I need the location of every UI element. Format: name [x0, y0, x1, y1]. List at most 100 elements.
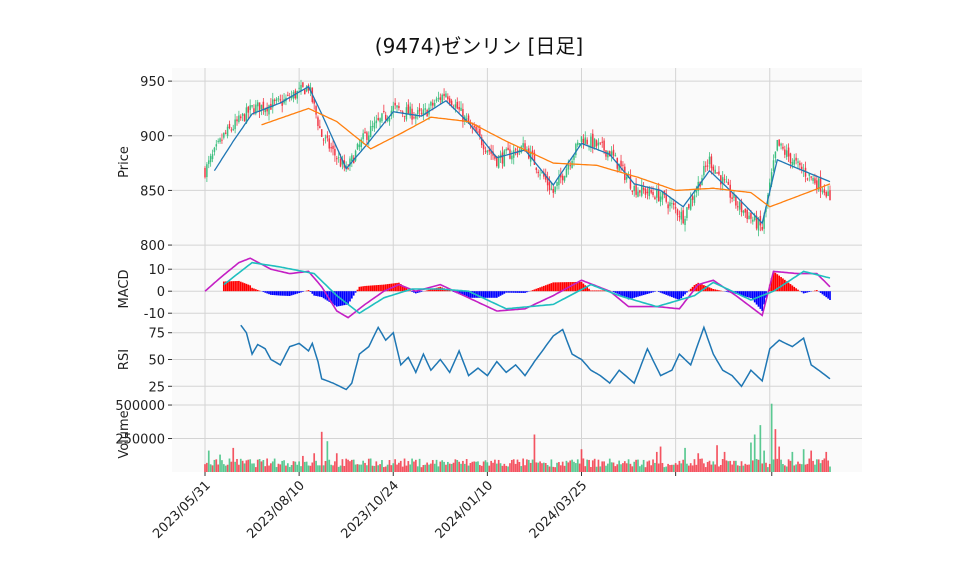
- macd-histogram-bar: [298, 291, 300, 294]
- volume-bar: [224, 465, 227, 472]
- candle-body: [810, 176, 812, 178]
- volume-bar: [776, 458, 779, 472]
- candle-body: [735, 195, 737, 206]
- candle-body: [725, 181, 728, 183]
- volume-bar: [322, 465, 325, 472]
- candle-body: [507, 147, 509, 151]
- volume-bar: [687, 465, 690, 472]
- volume-bar: [665, 466, 668, 472]
- volume-bar: [740, 461, 743, 472]
- volume-bar: [505, 465, 508, 472]
- volume-bar: [533, 434, 536, 472]
- candle-body: [317, 117, 319, 127]
- candle-body: [369, 126, 372, 138]
- volume-bar: [221, 460, 223, 472]
- volume-bar: [731, 464, 733, 472]
- volume-bar: [635, 459, 637, 472]
- volume-bar: [815, 459, 818, 472]
- volume-bar: [763, 450, 765, 472]
- macd-histogram-bar: [335, 291, 338, 307]
- volume-bar: [795, 464, 797, 472]
- candle-body: [827, 191, 829, 197]
- macd-histogram-bar: [315, 291, 317, 296]
- candle-body: [548, 182, 551, 190]
- macd-histogram-bar: [405, 287, 408, 292]
- macd-histogram-bar: [785, 281, 788, 292]
- macd-histogram-bar: [736, 291, 739, 295]
- volume-bar: [317, 465, 319, 472]
- macd-histogram-bar: [774, 272, 777, 292]
- candle-body: [691, 196, 694, 200]
- volume-bar: [477, 461, 479, 472]
- candle-body: [381, 113, 383, 122]
- volume-bar: [755, 458, 758, 472]
- volume-bar: [471, 461, 474, 472]
- candle-body: [322, 139, 325, 141]
- macd-histogram-bar: [806, 291, 809, 293]
- candle-body: [607, 151, 609, 158]
- candle-body: [556, 181, 558, 187]
- candle-body: [415, 115, 417, 119]
- volume-bar: [437, 466, 440, 472]
- macd-histogram-bar: [678, 291, 681, 300]
- volume-bar: [507, 466, 509, 472]
- volume-bar: [723, 451, 726, 472]
- volume-bar: [262, 459, 265, 472]
- candle-body: [622, 164, 624, 166]
- volume-bar: [778, 446, 781, 472]
- macd-histogram-bar: [514, 291, 517, 293]
- macd-histogram-bar: [763, 291, 765, 305]
- candle-body: [204, 167, 206, 178]
- volume-bar: [789, 460, 792, 472]
- volume-bar: [544, 463, 547, 472]
- volume-bar: [460, 463, 462, 472]
- volume-bar: [326, 441, 329, 472]
- volume-bar: [401, 466, 404, 472]
- candle-body: [360, 139, 363, 148]
- volume-bar: [469, 463, 472, 472]
- macd-histogram-bar: [622, 291, 624, 297]
- candle-body: [740, 201, 743, 213]
- macd-histogram-bar: [571, 282, 573, 292]
- volume-bar: [593, 458, 596, 472]
- macd-histogram-bar: [334, 291, 336, 306]
- macd-histogram-bar: [362, 286, 364, 292]
- macd-histogram-bar: [697, 282, 700, 292]
- macd-histogram-bar: [480, 291, 483, 298]
- candle-body: [780, 143, 782, 146]
- volume-bar: [671, 464, 673, 472]
- ytick-label: 500000: [115, 399, 165, 414]
- macd-histogram-bar: [360, 286, 363, 292]
- volume-bar: [516, 459, 519, 472]
- macd-histogram-bar: [307, 290, 310, 292]
- candle-body: [217, 140, 219, 142]
- macd-histogram-bar: [718, 290, 720, 292]
- candle-body: [657, 188, 660, 201]
- candle-body: [213, 147, 216, 153]
- macd-histogram-bar: [687, 290, 690, 292]
- macd-histogram-bar: [759, 291, 762, 309]
- candle-body: [373, 122, 376, 129]
- volume-bar: [827, 460, 829, 472]
- volume-bar: [765, 462, 767, 472]
- candle-body: [528, 148, 530, 159]
- macd-histogram-bar: [381, 284, 383, 292]
- macd-histogram-bar: [369, 285, 372, 292]
- volume-bar: [663, 467, 666, 472]
- macd-histogram-bar: [249, 285, 252, 292]
- volume-bar: [629, 463, 632, 472]
- volume-bar: [482, 461, 485, 472]
- macd-histogram-bar: [576, 281, 579, 292]
- candle-body: [686, 207, 688, 219]
- volume-bar: [738, 465, 741, 472]
- volume-bar: [725, 460, 728, 472]
- macd-histogram-bar: [712, 289, 715, 292]
- macd-histogram-bar: [413, 291, 415, 293]
- macd-histogram-bar: [783, 279, 786, 292]
- xtick-label: 2024/01/10: [433, 478, 497, 542]
- candle-body: [746, 209, 748, 219]
- volume-bar: [522, 458, 524, 472]
- macd-histogram-bar: [277, 291, 280, 296]
- candle-body: [473, 125, 475, 128]
- macd-histogram-bar: [398, 282, 400, 292]
